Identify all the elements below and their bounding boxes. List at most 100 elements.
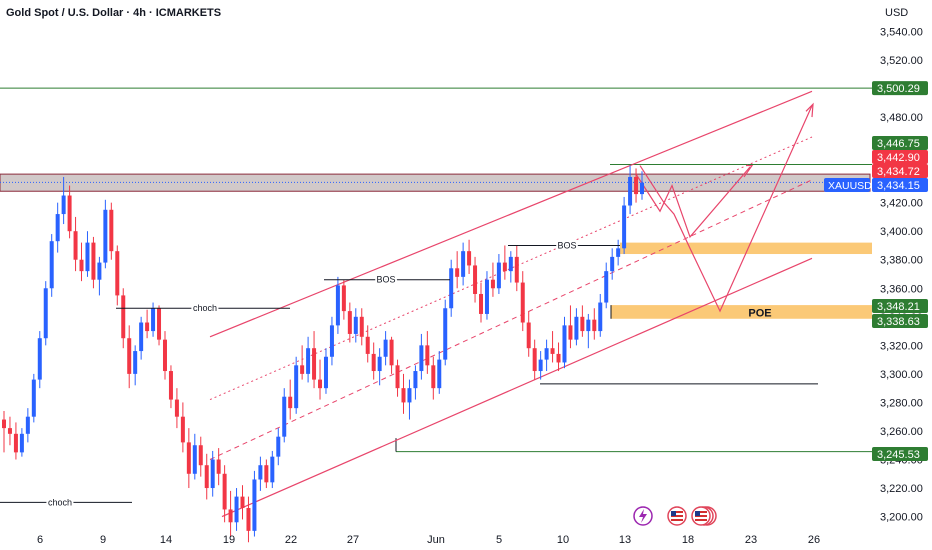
y-tick-label: 3,380.00: [880, 255, 923, 267]
x-tick-label: 6: [37, 534, 43, 546]
candle: [109, 202, 114, 260]
candle: [252, 470, 257, 537]
x-tick-label: 5: [496, 534, 502, 546]
symbol-tag-label: XAUUSD: [828, 180, 872, 192]
candle-body: [628, 176, 633, 206]
candle: [121, 288, 126, 349]
time-axis[interactable]: 6 9 14 19 22 27 Jun 5 10 13 18 23 26: [37, 534, 820, 546]
candle: [13, 422, 18, 460]
candle-body: [431, 365, 436, 389]
x-tick-label: 26: [808, 534, 820, 546]
candle: [484, 271, 489, 320]
candle-body: [282, 396, 287, 437]
candle-body: [640, 182, 644, 195]
channel-upper-line: [209, 90, 813, 338]
candle: [85, 231, 90, 277]
y-tick-label: 3,280.00: [880, 397, 923, 409]
candle-body: [97, 262, 102, 280]
candle-body: [7, 428, 12, 434]
chart-title: Gold Spot / U.S. Dollar · 4h · ICMARKETS: [6, 7, 222, 19]
candle-body: [79, 259, 84, 272]
candle: [490, 262, 495, 297]
annotation-label: BOS: [557, 240, 576, 250]
price-tags: 3,500.29 3,446.75 3,442.90 3,434.72 3,434.15…: [824, 81, 928, 461]
candle-body: [556, 353, 561, 363]
x-tick-label: 27: [347, 534, 359, 546]
candle-body: [145, 322, 150, 332]
candle-body: [407, 388, 412, 403]
candle: [37, 331, 42, 389]
candle-body: [2, 419, 6, 429]
candle-body: [473, 265, 478, 294]
y-tick-label: 3,320.00: [880, 340, 923, 352]
price-tag: 3,446.75: [872, 136, 928, 150]
candle: [341, 279, 346, 320]
y-tick-label: 3,420.00: [880, 198, 923, 210]
us-flag-icon[interactable]: [667, 506, 687, 526]
candle: [234, 488, 239, 531]
candle: [282, 388, 287, 443]
x-tick-label: 9: [100, 534, 106, 546]
candle: [526, 311, 531, 357]
candle: [97, 256, 102, 296]
symbol-tag: XAUUSD: [824, 178, 872, 192]
price-tag-label: 3,245.53: [877, 449, 920, 461]
candle-body: [586, 319, 591, 332]
candle: [216, 448, 221, 486]
candle-body: [91, 242, 96, 280]
candle-body: [270, 456, 275, 483]
candle: [306, 336, 311, 383]
candle-body: [103, 209, 108, 263]
candle: [240, 485, 245, 520]
candle: [49, 234, 54, 297]
candle-body: [377, 356, 382, 372]
candle-body: [592, 319, 597, 332]
candle: [31, 373, 36, 423]
price-tag-bg: [872, 299, 928, 313]
candle: [425, 331, 430, 374]
y-tick-label: 3,480.00: [880, 112, 923, 124]
candle-body: [258, 465, 263, 480]
candle: [312, 331, 317, 389]
candle-body: [467, 251, 472, 266]
candle-body: [288, 396, 293, 409]
lightning-icon[interactable]: [633, 506, 653, 526]
price-tag-bg: [872, 164, 928, 178]
candle: [401, 373, 406, 414]
candle: [264, 459, 269, 489]
candle-body: [413, 371, 418, 389]
x-tick-label: 19: [223, 534, 235, 546]
candle: [228, 490, 233, 537]
candle: [383, 331, 388, 366]
candle-body: [31, 379, 36, 417]
candle: [174, 388, 179, 429]
price-tag-bg: [872, 447, 928, 461]
candle-body: [329, 325, 334, 357]
candle: [323, 348, 328, 394]
y-tick-label: 3,520.00: [880, 55, 923, 67]
candle-body: [544, 348, 549, 360]
price-tag: 3,245.53: [872, 447, 928, 461]
price-tag-bg: [872, 81, 928, 96]
candle-body: [347, 311, 352, 334]
candle-body: [168, 371, 173, 400]
candle-body: [484, 279, 489, 314]
candle-body: [55, 214, 60, 242]
price-tag: 3,500.29: [872, 81, 928, 96]
candle: [2, 410, 6, 453]
price-tag-label: 3,434.72: [877, 166, 920, 178]
projection-arrow-b: [805, 102, 814, 118]
poe-label: POE: [748, 308, 771, 320]
y-tick-label: 3,360.00: [880, 283, 923, 295]
candle-body: [365, 336, 370, 354]
projection-arrow-a: [743, 164, 754, 178]
candle: [622, 196, 627, 255]
candle: [520, 271, 525, 332]
candle: [634, 168, 639, 203]
candle-body: [449, 268, 454, 309]
candle: [192, 433, 197, 480]
candle-body: [598, 302, 603, 332]
candle-body: [252, 479, 257, 531]
us-flags-group-icon[interactable]: [691, 506, 717, 526]
